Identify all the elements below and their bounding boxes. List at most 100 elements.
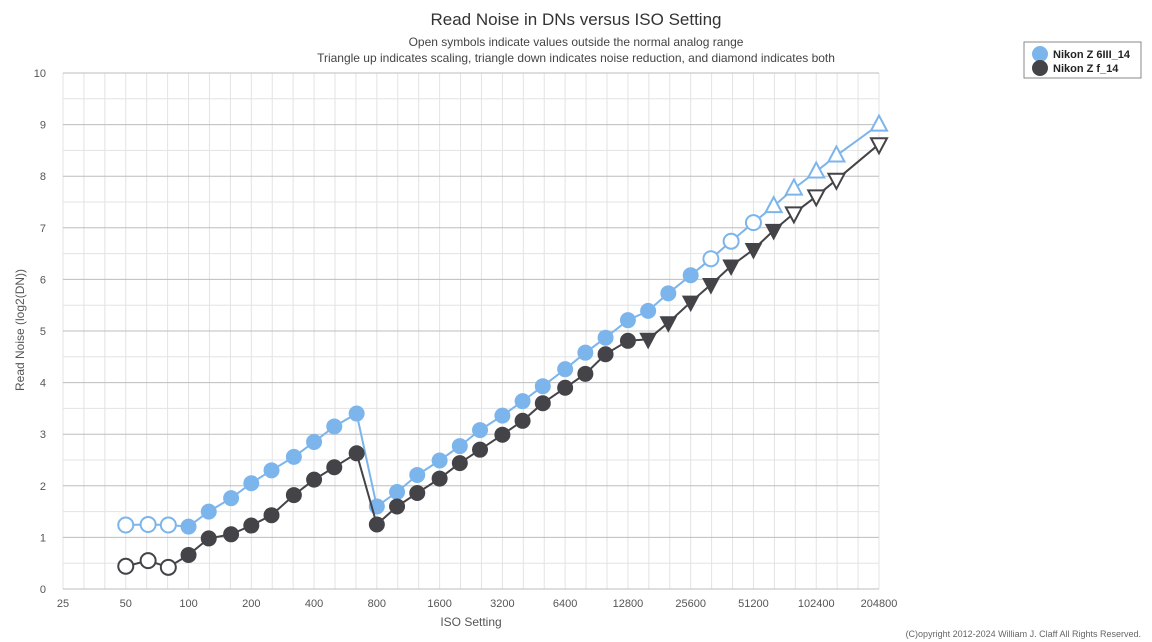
x-tick-label: 100 — [179, 598, 197, 610]
data-point — [223, 490, 240, 507]
data-point — [722, 259, 740, 277]
data-point — [744, 214, 762, 232]
x-tick-label: 50 — [120, 598, 132, 610]
data-point — [409, 485, 426, 502]
data-point — [223, 526, 240, 543]
data-point — [326, 418, 343, 435]
data-point — [117, 557, 135, 575]
data-point — [534, 378, 551, 395]
data-point — [702, 250, 720, 268]
data-point — [557, 379, 574, 396]
y-axis-ticks: 0 1 2 3 4 5 6 7 8 9 10 — [34, 68, 46, 596]
x-tick-label: 3200 — [490, 598, 514, 610]
x-tick-label: 102400 — [798, 598, 835, 610]
data-point — [139, 552, 157, 570]
series-1 — [117, 113, 889, 535]
data-point — [348, 445, 365, 462]
data-point — [534, 395, 551, 412]
x-axis-title: ISO Setting — [440, 615, 501, 629]
data-point — [285, 487, 302, 504]
data-point — [472, 441, 489, 458]
data-point — [682, 267, 699, 284]
data-point — [451, 455, 468, 472]
x-tick-label: 51200 — [738, 598, 769, 610]
y-tick-label: 10 — [34, 68, 46, 80]
legend-marker — [1032, 60, 1048, 76]
data-point — [159, 558, 177, 576]
data-point — [619, 332, 636, 349]
x-tick-label: 400 — [305, 598, 323, 610]
data-point — [577, 344, 594, 361]
data-point — [431, 470, 448, 487]
x-tick-label: 200 — [242, 598, 260, 610]
chart-subtitle-line-2: Triangle up indicates scaling, triangle … — [317, 51, 835, 65]
data-point — [389, 498, 406, 515]
data-point — [117, 516, 135, 534]
data-point — [514, 393, 531, 410]
y-tick-label: 8 — [40, 171, 46, 183]
data-point — [806, 160, 826, 179]
x-axis-ticks: 25 50 100 200 400 800 1600 3200 6400 12800 25600 51… — [57, 598, 897, 610]
data-point — [263, 462, 280, 479]
data-point — [826, 144, 847, 163]
data-point — [159, 516, 177, 534]
data-point — [869, 137, 889, 156]
data-point — [597, 329, 614, 346]
data-point — [200, 503, 217, 520]
y-tick-label: 0 — [40, 584, 46, 596]
y-tick-label: 1 — [40, 532, 46, 544]
data-point — [494, 407, 511, 424]
data-point — [243, 475, 260, 492]
x-tick-label: 800 — [368, 598, 386, 610]
data-point — [200, 530, 217, 547]
y-tick-label: 9 — [40, 120, 46, 132]
data-point — [243, 517, 260, 534]
data-point — [389, 483, 406, 500]
y-tick-label: 2 — [40, 481, 46, 493]
data-point — [660, 285, 677, 302]
chart-subtitle-line-1: Open symbols indicate values outside the… — [409, 35, 744, 49]
data-point — [368, 516, 385, 533]
x-tick-label: 1600 — [427, 598, 451, 610]
legend-label[interactable]: Nikon Z f_14 — [1053, 63, 1119, 75]
legend-label[interactable]: Nikon Z 6III_14 — [1053, 49, 1131, 61]
data-point — [263, 507, 280, 524]
data-point — [285, 448, 302, 465]
data-point — [494, 426, 511, 443]
data-point — [784, 206, 804, 225]
series-2 — [117, 137, 889, 576]
legend[interactable]: Nikon Z 6III_14 Nikon Z f_14 — [1023, 41, 1142, 79]
chart-title: Read Noise in DNs versus ISO Setting — [430, 10, 721, 29]
data-point — [744, 242, 763, 260]
x-tick-label: 25 — [57, 598, 69, 610]
data-point — [639, 332, 657, 350]
data-point — [348, 405, 365, 422]
data-point — [557, 361, 574, 378]
plot-series — [117, 113, 889, 576]
data-point — [619, 312, 636, 329]
y-tick-label: 7 — [40, 223, 46, 235]
data-point — [514, 412, 531, 429]
data-point — [180, 518, 197, 535]
data-point — [431, 452, 448, 469]
data-point — [806, 189, 826, 208]
data-point — [326, 459, 343, 476]
data-point — [451, 438, 468, 455]
data-point — [409, 466, 426, 483]
y-tick-label: 3 — [40, 429, 46, 441]
data-point — [597, 346, 614, 363]
data-point — [764, 223, 783, 241]
x-tick-label: 6400 — [553, 598, 577, 610]
data-point — [722, 232, 740, 250]
data-point — [826, 172, 847, 191]
data-point — [640, 302, 657, 319]
x-tick-label: 204800 — [861, 598, 898, 610]
data-point — [139, 516, 157, 533]
data-point — [702, 278, 720, 295]
data-point — [784, 177, 804, 196]
y-tick-label: 5 — [40, 326, 46, 338]
copyright-notice: (C)opyright 2012-2024 William J. Claff A… — [906, 629, 1141, 639]
data-point — [472, 422, 489, 439]
data-point — [681, 295, 700, 313]
data-point — [577, 365, 594, 382]
